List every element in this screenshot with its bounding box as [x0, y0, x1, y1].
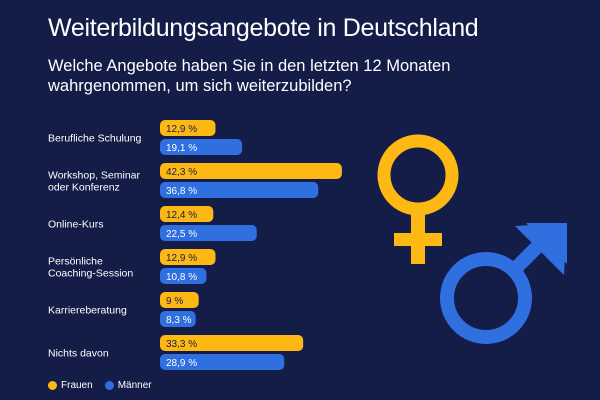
data-label: 9 % [166, 296, 183, 307]
category-label: Nichts davon [48, 348, 109, 360]
data-label: 10,8 % [166, 272, 197, 283]
legend-item-maenner: Männer [104, 380, 152, 391]
bar-maenner [160, 268, 207, 284]
category-label: Coaching-Session [48, 268, 133, 280]
bar-frauen [160, 163, 342, 179]
bar-frauen [160, 335, 304, 351]
bar-maenner [160, 225, 257, 241]
category-label: Karriereberatung [48, 305, 127, 317]
data-label: 42,3 % [166, 167, 197, 178]
legend-label-frauen: Frauen [61, 380, 93, 391]
data-label: 19,1 % [166, 143, 197, 154]
data-label: 12,4 % [166, 210, 197, 221]
bar-frauen [160, 206, 214, 222]
bar-frauen [160, 120, 216, 136]
bar-frauen [160, 249, 216, 265]
chart-title: Weiterbildungsangebote in Deutschland [48, 14, 479, 42]
data-label: 8,3 % [166, 315, 192, 326]
data-label: 12,9 % [166, 124, 197, 135]
legend-swatch-maenner [104, 381, 114, 390]
data-label: 12,9 % [166, 253, 197, 264]
bar-frauen [160, 292, 199, 308]
data-label: 28,9 % [166, 358, 197, 369]
data-label: 33,3 % [166, 339, 197, 350]
category-label: Online-Kurs [48, 219, 103, 231]
male-symbol-icon [440, 223, 567, 344]
legend-item-frauen: Frauen [48, 380, 93, 391]
legend-label-maenner: Männer [117, 380, 152, 391]
data-label: 22,5 % [166, 229, 197, 240]
chart-subtitle: Welche Angebote haben Sie in den letzten… [48, 57, 451, 95]
category-label: Persönliche [48, 256, 103, 268]
bar-maenner [160, 139, 243, 155]
female-symbol-icon [377, 134, 459, 264]
bar-maenner [160, 311, 196, 327]
category-label: oder Konferenz [48, 182, 120, 194]
category-label: Berufliche Schulung [48, 133, 142, 145]
bar-maenner [160, 182, 319, 198]
legend: Frauen Männer [48, 380, 158, 391]
category-label: Workshop, Seminar [48, 170, 141, 182]
bar-maenner [160, 354, 285, 370]
legend-swatch-frauen [48, 381, 57, 390]
data-label: 36,8 % [166, 186, 197, 197]
